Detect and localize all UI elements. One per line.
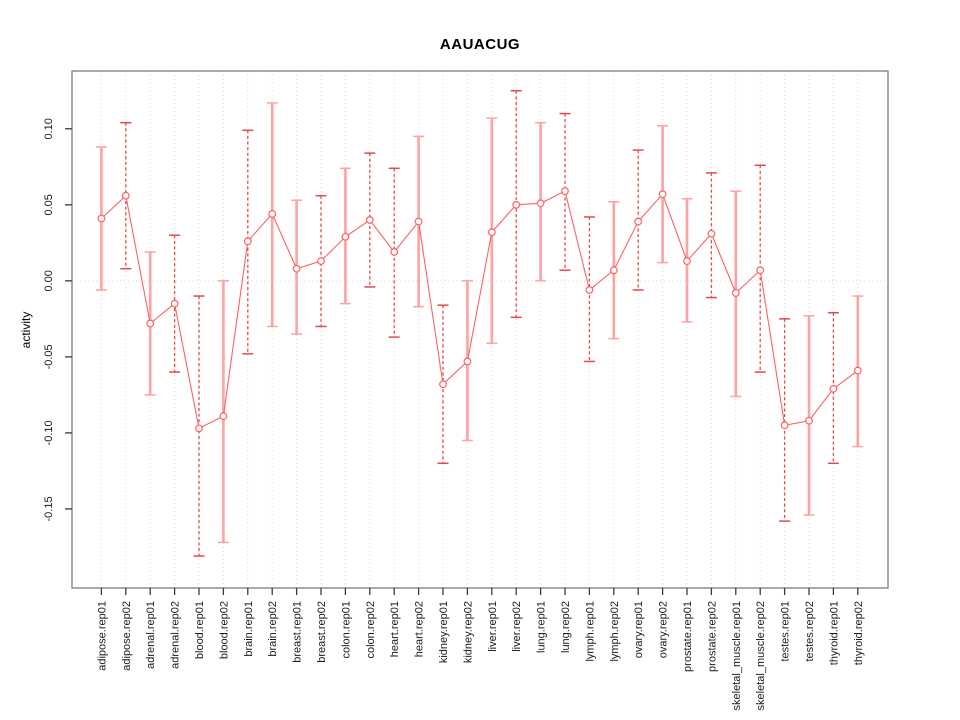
data-point (243, 237, 252, 246)
data-point (683, 257, 691, 265)
x-tick-label: adipose.rep02 (121, 601, 133, 671)
x-tick-label: breast.rep02 (316, 601, 328, 663)
x-tick-label: prostate.rep01 (682, 601, 694, 672)
x-tick-label: blood.rep01 (194, 601, 206, 659)
y-tick-label: 0.10 (43, 118, 55, 139)
y-tick-label: -0.10 (43, 420, 55, 445)
x-tick-label: skeletal_muscle.rep01 (731, 601, 743, 710)
x-tick-label: ovary.rep01 (633, 601, 645, 658)
data-point (292, 264, 301, 273)
data-point (585, 286, 594, 294)
data-point (390, 248, 399, 256)
x-tick-label: heart.rep01 (389, 601, 401, 657)
data-point (463, 357, 472, 366)
data-point (756, 266, 765, 275)
data-point (195, 424, 203, 433)
x-tick-label: lymph.rep02 (609, 601, 621, 662)
y-tick-label: -0.05 (43, 344, 55, 369)
data-point (561, 187, 569, 196)
data-point (780, 421, 789, 430)
x-tick-label: kidney.rep02 (462, 601, 474, 663)
y-tick-label: 0.00 (43, 270, 55, 291)
data-point (634, 217, 643, 226)
x-tick-label: kidney.rep01 (438, 601, 450, 663)
x-tick-label: skeletal_muscle.rep02 (755, 601, 767, 710)
x-tick-label: blood.rep02 (218, 601, 230, 659)
data-point (365, 216, 374, 224)
x-tick-label: thyroid.rep02 (853, 601, 865, 665)
x-tick-label: brain.rep01 (243, 601, 255, 657)
x-tick-label: adipose.rep01 (96, 601, 108, 671)
data-point (536, 199, 545, 208)
x-tick-label: brain.rep02 (267, 601, 279, 657)
x-tick-label: prostate.rep02 (706, 601, 718, 672)
x-tick-label: adrenal.rep02 (170, 601, 182, 669)
data-point (658, 190, 667, 199)
plot-border (71, 70, 889, 589)
x-tick-label: lung.rep01 (536, 601, 548, 653)
data-point (317, 257, 325, 265)
x-tick-label: heart.rep02 (414, 601, 426, 657)
data-point (731, 289, 740, 297)
x-tick-label: testes.rep01 (780, 601, 792, 662)
y-tick-label: -0.15 (43, 496, 55, 521)
x-tick-label: liver.rep01 (487, 601, 499, 652)
data-point (219, 412, 228, 421)
x-tick-label: liver.rep02 (511, 601, 523, 652)
x-tick-label: colon.rep01 (340, 601, 352, 659)
data-point (341, 232, 350, 241)
x-tick-label: ovary.rep02 (658, 601, 670, 658)
x-tick-label: thyroid.rep01 (828, 601, 840, 665)
series-line (101, 190, 859, 430)
data-point (707, 229, 716, 238)
data-point (439, 380, 447, 389)
data-point (268, 210, 277, 218)
data-point (414, 217, 423, 226)
data-point (97, 214, 106, 223)
x-tick-label: colon.rep02 (365, 601, 377, 659)
data-point (805, 416, 813, 425)
chart-title: AAUACUG (439, 36, 521, 53)
x-tick-label: testes.rep02 (804, 601, 816, 662)
x-tick-label: lymph.rep01 (584, 601, 596, 662)
data-point (609, 266, 618, 275)
data-point (121, 191, 130, 200)
y-tick-label: 0.05 (43, 194, 55, 215)
data-point (146, 319, 155, 328)
x-tick-label: breast.rep01 (292, 601, 304, 663)
data-point (170, 299, 179, 308)
x-tick-label: lung.rep02 (560, 601, 572, 653)
data-point (512, 200, 521, 209)
data-point (487, 228, 496, 237)
x-tick-label: adrenal.rep01 (145, 601, 157, 669)
data-point (829, 384, 838, 393)
data-point (853, 366, 862, 375)
